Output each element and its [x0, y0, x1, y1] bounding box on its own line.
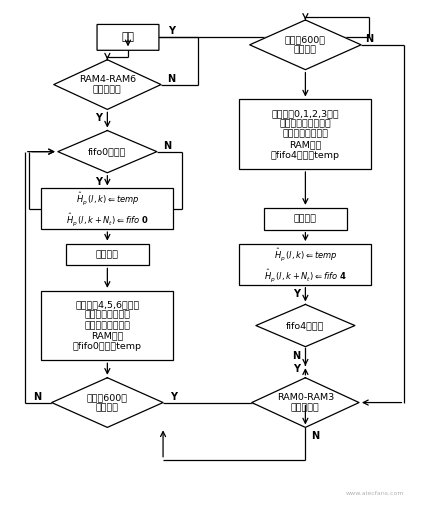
Polygon shape — [252, 378, 359, 427]
Text: RAM0-RAM3
输出完毕？: RAM0-RAM3 输出完毕？ — [277, 393, 334, 412]
Text: N: N — [365, 34, 373, 44]
Text: N: N — [312, 431, 320, 442]
Text: 计算符号0,1,2,3中当
前子载波位置信道参
数，并映射到相应
RAM中。
将fifo4存储到temp: 计算符号0,1,2,3中当 前子载波位置信道参 数，并映射到相应 RAM中。 将… — [271, 109, 340, 160]
Text: N: N — [33, 391, 41, 402]
Polygon shape — [256, 304, 355, 347]
FancyBboxPatch shape — [66, 243, 149, 266]
Text: 插值完600个
子载波？: 插值完600个 子载波？ — [87, 393, 128, 412]
FancyBboxPatch shape — [97, 24, 159, 50]
Text: fifo4有效？: fifo4有效？ — [286, 321, 325, 330]
FancyBboxPatch shape — [41, 189, 173, 229]
Text: 计算符号4,5,6中当前
子载波位置信道参
数，并映射到相应
RAM中。
将fifo0存储到temp: 计算符号4,5,6中当前 子载波位置信道参 数，并映射到相应 RAM中。 将fi… — [73, 300, 142, 351]
Text: $\hat{H}_p\,(l,k+N_t) \Leftarrow \mathit{fifo}\ \mathbf{4}$: $\hat{H}_p\,(l,k+N_t) \Leftarrow \mathit… — [264, 267, 347, 284]
Text: Y: Y — [95, 177, 102, 187]
Text: Y: Y — [95, 114, 102, 123]
FancyBboxPatch shape — [240, 99, 371, 169]
Text: 移位计算: 移位计算 — [294, 214, 317, 223]
Text: Y: Y — [293, 289, 300, 299]
Text: $\hat{H}_p\,(l,k) \Leftarrow \mathit{temp}$: $\hat{H}_p\,(l,k) \Leftarrow \mathit{tem… — [274, 246, 337, 263]
Text: Y: Y — [293, 364, 300, 374]
Text: 移位计算: 移位计算 — [96, 250, 119, 259]
Text: www.alecfans.com: www.alecfans.com — [346, 491, 405, 496]
Text: $\hat{H}_p\,(l,k+N_t) \Leftarrow \mathit{fifo}\ \mathbf{0}$: $\hat{H}_p\,(l,k+N_t) \Leftarrow \mathit… — [66, 211, 149, 228]
Polygon shape — [52, 378, 163, 427]
Text: 插值完600个
子载波？: 插值完600个 子载波？ — [285, 35, 326, 55]
Text: N: N — [167, 74, 176, 84]
Polygon shape — [54, 60, 161, 110]
Polygon shape — [250, 20, 361, 69]
Text: $\hat{H}_p\,(l,k) \Leftarrow \mathit{temp}$: $\hat{H}_p\,(l,k) \Leftarrow \mathit{tem… — [76, 191, 139, 207]
Text: N: N — [292, 351, 300, 360]
FancyBboxPatch shape — [41, 291, 173, 360]
Text: Y: Y — [168, 26, 175, 37]
Polygon shape — [58, 130, 157, 173]
FancyBboxPatch shape — [264, 208, 346, 230]
FancyBboxPatch shape — [240, 244, 371, 285]
Text: fifo0有效？: fifo0有效？ — [88, 147, 127, 156]
Text: N: N — [163, 140, 171, 151]
Text: 开始: 开始 — [122, 32, 134, 43]
Text: Y: Y — [170, 391, 177, 402]
Text: RAM4-RAM6
输出完毕？: RAM4-RAM6 输出完毕？ — [79, 75, 136, 94]
